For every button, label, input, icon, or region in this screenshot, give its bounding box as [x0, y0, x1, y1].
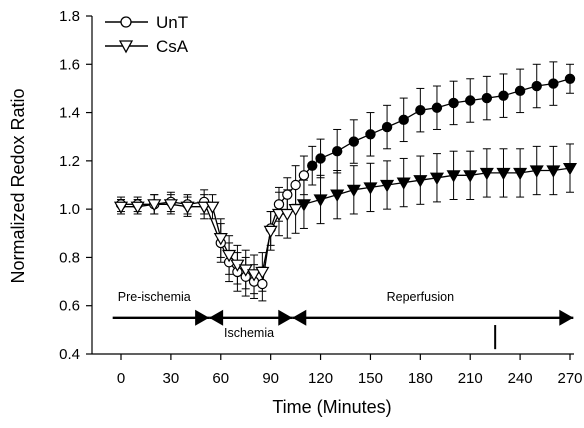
phase-label: Ischemia	[224, 326, 274, 340]
arrow-head-left	[292, 309, 307, 326]
data-point-unt	[514, 85, 526, 97]
x-tick-label: 240	[508, 370, 533, 387]
x-tick-label: 60	[212, 370, 229, 387]
data-point-csa	[147, 199, 162, 212]
data-point-unt	[257, 278, 268, 290]
data-point-csa	[463, 170, 478, 183]
data-point-unt	[315, 153, 326, 164]
data-point-unt	[381, 121, 393, 133]
phase-label: Reperfusion	[387, 290, 454, 304]
data-point-csa	[263, 225, 278, 239]
data-point-csa	[413, 175, 428, 188]
legend-unt-marker	[120, 16, 132, 28]
data-point-csa	[546, 165, 561, 178]
arrow-head-right	[278, 309, 293, 326]
data-point-unt	[282, 189, 293, 200]
x-tick-label: 210	[458, 370, 483, 387]
arrow-head-right	[195, 309, 210, 326]
plot-area: 0.4 0.6 0.8 1.0 1.2 1.4 1.6 1.8 0 30 60 90 120 150 18…	[59, 8, 582, 387]
data-point-csa	[330, 189, 345, 202]
phase-annotations: Pre-ischemia Ischemia Reperfusion	[112, 290, 574, 340]
data-point-unt	[331, 145, 343, 157]
y-tick-label: 1.4	[59, 105, 80, 122]
x-axis-title: Time (Minutes)	[272, 397, 391, 417]
x-tick-label: 0	[117, 370, 125, 387]
data-point-unt	[564, 73, 576, 84]
data-point-csa	[271, 208, 287, 222]
legend-csa-marker	[118, 40, 134, 54]
x-tick-label: 180	[408, 370, 433, 387]
x-tick-label: 30	[163, 370, 180, 387]
series-lines	[121, 78, 571, 285]
x-tick-label: 120	[308, 370, 333, 387]
data-point-csa	[288, 204, 303, 217]
data-point-csa	[479, 167, 494, 181]
y-axis-ticks: 0.4 0.6 0.8 1.0 1.2 1.4 1.6 1.8	[59, 8, 92, 363]
y-tick-label: 1.8	[59, 8, 80, 25]
x-axis-ticks: 0 30 60 90 120 150 180 210 240 270	[117, 354, 583, 387]
data-point-csa	[247, 269, 262, 282]
legend: UnT CsA	[105, 13, 189, 56]
data-point-csa	[513, 167, 528, 181]
data-point-unt	[465, 95, 476, 106]
data-point-csa	[363, 182, 378, 195]
data-point-unt	[548, 78, 559, 89]
data-point-csa	[280, 208, 295, 222]
data-point-csa	[380, 179, 395, 193]
data-point-unt	[498, 90, 509, 101]
data-point-csa	[446, 170, 461, 183]
data-point-unt	[415, 104, 426, 116]
legend-csa-label: CsA	[156, 37, 189, 56]
data-point-unt	[365, 129, 376, 140]
data-point-unt	[398, 114, 409, 126]
data-point-unt	[431, 102, 443, 113]
y-tick-label: 1.6	[59, 56, 80, 73]
data-point-unt	[448, 97, 459, 109]
data-point-csa	[529, 165, 544, 178]
y-tick-label: 0.4	[59, 346, 80, 363]
data-point-csa	[163, 199, 178, 212]
data-point-unt	[307, 160, 318, 171]
data-point-csa	[396, 177, 411, 190]
series-line-unt	[121, 78, 571, 285]
data-point-csa	[180, 201, 195, 214]
data-point-csa	[197, 201, 212, 214]
data-point-csa	[296, 199, 311, 212]
legend-unt-label: UnT	[156, 13, 188, 32]
series-line-csa	[121, 167, 571, 276]
data-point-csa	[562, 163, 578, 176]
phase-label: Pre-ischemia	[118, 290, 191, 304]
data-point-csa	[222, 249, 237, 263]
y-tick-label: 0.6	[59, 298, 80, 315]
y-tick-label: 1.0	[59, 201, 80, 218]
data-point-unt	[348, 136, 360, 147]
data-markers	[113, 73, 578, 290]
data-point-csa	[429, 172, 444, 185]
data-point-unt	[290, 179, 301, 191]
x-tick-label: 90	[262, 370, 279, 387]
y-tick-label: 1.2	[59, 153, 80, 170]
data-point-csa	[346, 184, 361, 198]
data-point-csa	[130, 201, 145, 214]
data-point-csa	[313, 194, 328, 207]
data-point-csa	[496, 167, 511, 181]
arrow-head-left	[209, 309, 224, 326]
data-point-unt	[273, 199, 285, 210]
data-point-csa	[213, 233, 228, 246]
data-point-csa	[255, 266, 270, 280]
x-tick-label: 270	[557, 370, 582, 387]
data-point-unt	[481, 92, 493, 104]
data-point-csa	[113, 201, 129, 214]
x-tick-label: 150	[358, 370, 383, 387]
y-axis-title: Normalized Redox Ratio	[8, 88, 28, 283]
data-point-csa	[205, 201, 220, 214]
arrow-head-right	[559, 309, 574, 326]
data-point-unt	[298, 170, 310, 181]
data-point-unt	[531, 80, 542, 92]
y-tick-label: 0.8	[59, 249, 80, 266]
